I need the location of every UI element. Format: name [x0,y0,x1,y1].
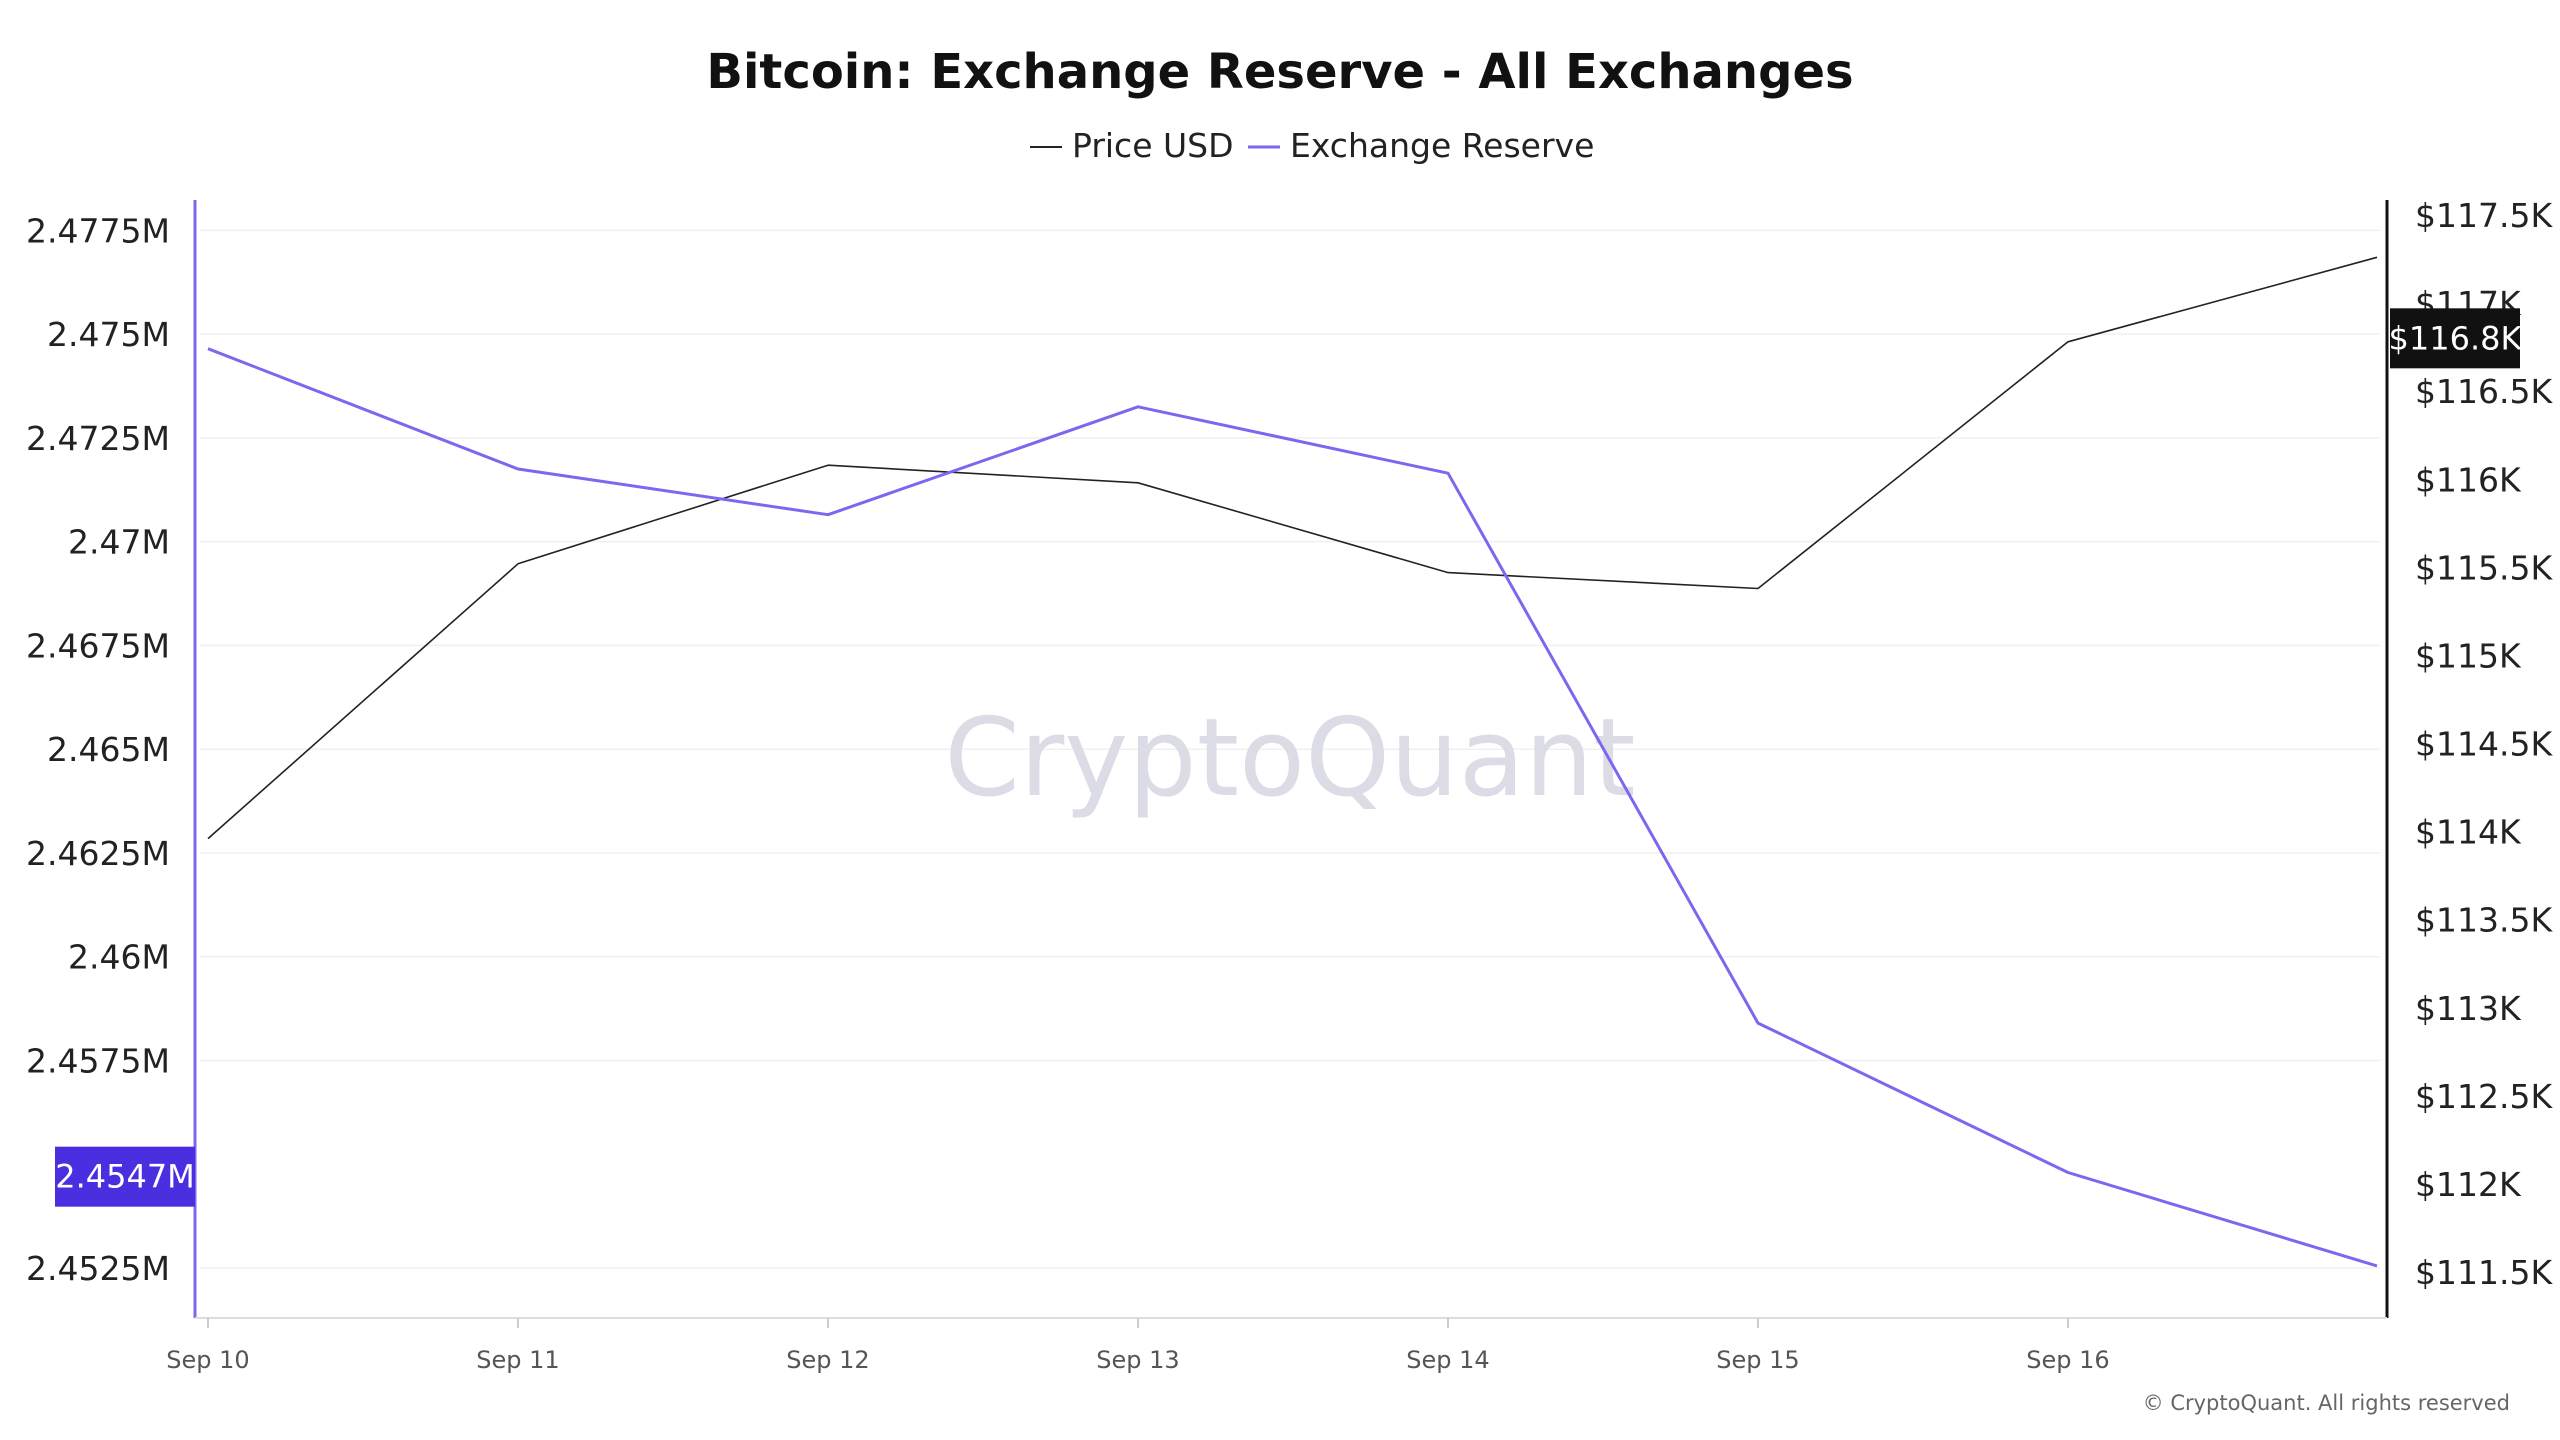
legend-item-reserve[interactable]: Exchange Reserve [1248,126,1594,165]
left-tick-label: 2.4625M [26,834,170,873]
x-tick-label: Sep 12 [786,1346,869,1374]
right-tick-label: $114.5K [2415,725,2553,764]
right-tick-label: $111.5K [2415,1253,2553,1292]
legend: Price USD Exchange Reserve [1030,126,1594,165]
x-tick-label: Sep 15 [1716,1346,1799,1374]
left-badge-bg [55,1146,195,1207]
left-tick-label: 2.4575M [26,1041,170,1080]
x-tick-label: Sep 14 [1406,1346,1489,1374]
legend-label-price: Price USD [1072,126,1234,165]
left-tick-label: 2.465M [47,730,170,769]
left-badge-label: 2.4547M [55,1158,195,1196]
right-badge-label: $116.8K [2389,319,2523,357]
right-tick-label: $113K [2415,989,2522,1028]
right-tick-label: $116.5K [2415,372,2553,411]
right-tick-label: $115.5K [2415,548,2553,587]
left-tick-label: 2.46M [68,938,170,977]
left-current-value-badge: 2.4547M [55,1146,195,1207]
current-value-badges: 2.4547M $116.8K [55,308,2523,1207]
x-tick-label: Sep 11 [476,1346,559,1374]
right-axis-ticks: $117.5K$117K$116.5K$116K$115.5K$115K$114… [2415,196,2553,1292]
x-tick-label: Sep 13 [1096,1346,1179,1374]
copyright-notice: © CryptoQuant. All rights reserved [2143,1391,2510,1415]
right-tick-label: $116K [2415,460,2522,499]
right-tick-label: $114K [2415,813,2522,852]
right-tick-label: $115K [2415,636,2522,675]
left-tick-label: 2.4675M [26,626,170,665]
x-tick-label: Sep 10 [166,1346,249,1374]
chart-title: Bitcoin: Exchange Reserve - All Exchange… [706,44,1853,100]
right-tick-label: $113.5K [2415,901,2553,940]
watermark: CryptoQuant [944,696,1635,821]
right-tick-label: $117.5K [2415,196,2553,235]
series-layer [207,256,2378,1268]
right-tick-label: $112.5K [2415,1077,2553,1116]
left-tick-label: 2.4775M [26,211,170,250]
x-tick-label: Sep 16 [2026,1346,2109,1374]
left-axis-ticks: 2.4775M 2.475M 2.4725M 2.47M 2.4675M 2.465M 2.… [26,211,170,1288]
series-line-price-usd[interactable] [207,256,2378,840]
left-tick-label: 2.4725M [26,419,170,458]
series-line-exchange-reserve[interactable] [207,347,2378,1268]
left-tick-label: 2.475M [47,315,170,354]
x-axis-ticks: Sep 10 Sep 11 Sep 12 Sep 13 Sep 14 Sep 15 Sep … [166,1318,2110,1374]
left-tick-label: 2.47M [68,523,170,562]
right-tick-label: $112K [2415,1165,2522,1204]
right-current-value-badge: $116.8K [2389,308,2523,369]
right-badge-bg [2390,308,2520,369]
legend-item-price[interactable]: Price USD [1030,126,1234,165]
left-tick-label: 2.4525M [26,1249,170,1288]
legend-label-reserve: Exchange Reserve [1290,126,1594,165]
